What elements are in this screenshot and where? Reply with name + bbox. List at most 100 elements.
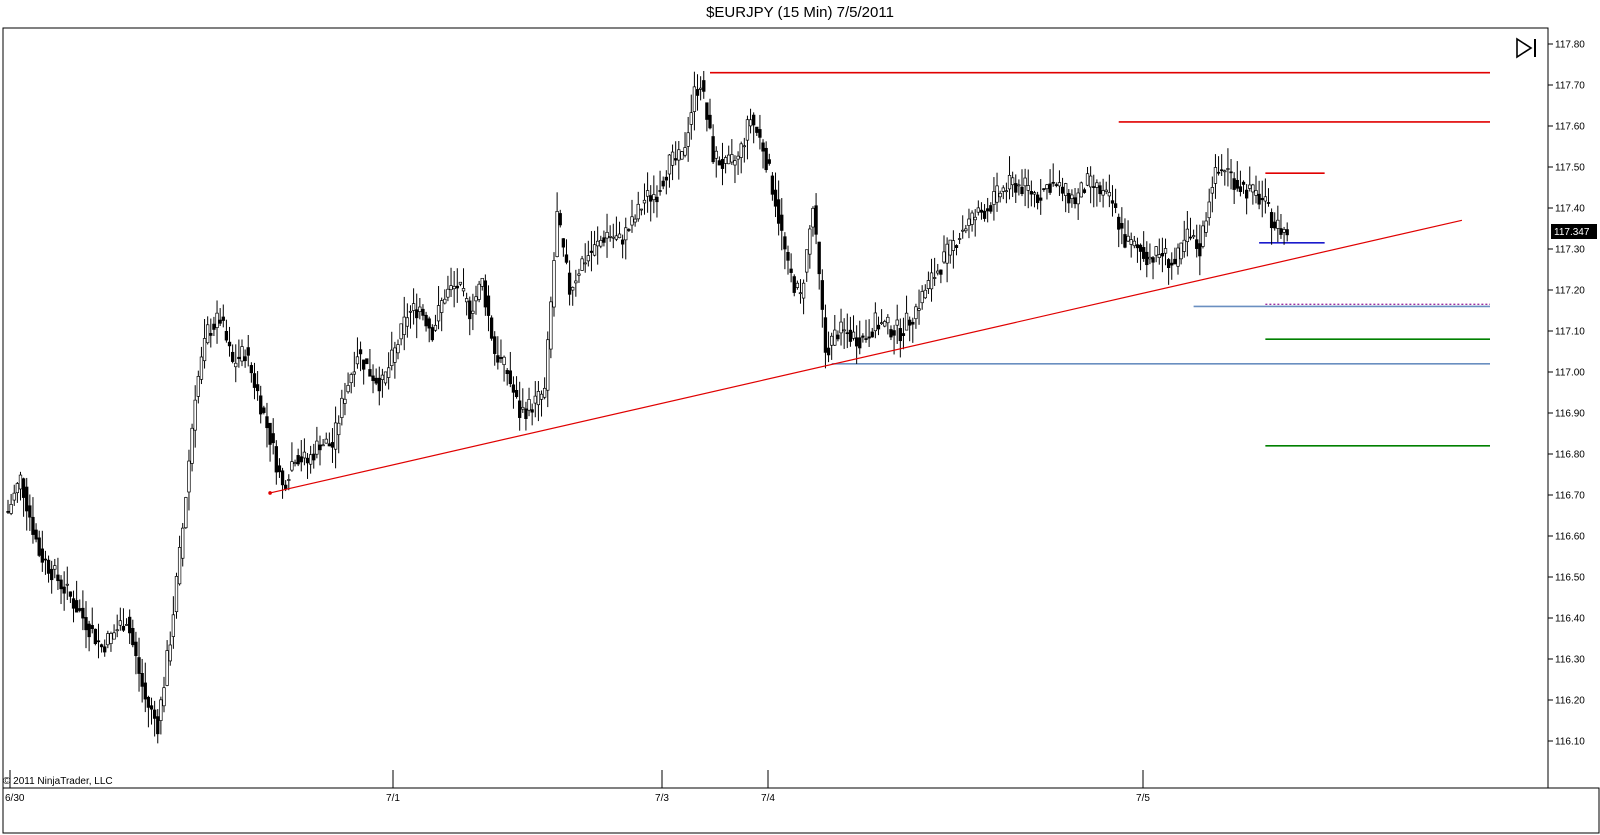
copyright-text: © 2011 NinjaTrader, LLC <box>3 776 113 787</box>
candle-body <box>1067 193 1071 204</box>
candle <box>255 371 260 401</box>
candle <box>1085 166 1090 187</box>
candle-body <box>446 288 450 298</box>
candle <box>1173 247 1177 265</box>
candle-body <box>970 212 974 225</box>
candle <box>277 458 282 478</box>
candle <box>174 572 179 619</box>
candle <box>836 330 840 342</box>
candle <box>911 317 915 343</box>
candle <box>580 255 584 272</box>
candle-body <box>128 616 132 634</box>
candle-body <box>206 324 210 344</box>
candle <box>446 275 450 302</box>
candle <box>533 381 537 418</box>
candle <box>430 324 434 342</box>
candle <box>1220 154 1224 176</box>
candle-body <box>639 208 644 211</box>
candle-body <box>792 276 796 293</box>
candle <box>839 308 843 346</box>
candle <box>711 124 715 164</box>
candle <box>848 316 853 347</box>
candle-body <box>365 358 369 365</box>
y-tick-label: 117.40 <box>1555 204 1585 215</box>
candle <box>1210 176 1214 213</box>
candle <box>496 336 500 370</box>
candle <box>393 341 397 379</box>
candle <box>583 243 587 273</box>
candle-body <box>1244 189 1249 199</box>
candle-body <box>789 268 793 273</box>
candle <box>783 232 787 270</box>
candle-body <box>1110 200 1115 204</box>
trendline-layer <box>268 219 1463 495</box>
candle-body <box>377 377 381 392</box>
candle-body <box>1101 190 1105 196</box>
candle <box>433 314 438 332</box>
candle-body <box>1142 247 1146 259</box>
candle <box>814 193 818 245</box>
candle <box>1045 183 1049 200</box>
candle-body <box>1248 184 1252 189</box>
candle <box>1064 182 1068 213</box>
candle-body <box>1269 212 1274 229</box>
candle-body <box>31 516 35 535</box>
candle-body <box>131 627 135 646</box>
candle <box>246 334 250 367</box>
candle <box>315 426 319 459</box>
candle <box>12 484 16 506</box>
skip-to-end-icon[interactable] <box>1516 37 1536 59</box>
candle <box>243 349 247 368</box>
candle-body <box>895 319 899 326</box>
candle-body <box>358 349 363 355</box>
candle-body <box>1014 183 1018 193</box>
y-tick-label: 116.40 <box>1555 614 1585 625</box>
price-axis: 117.80 117.70 117.60 117.50 117.40 117.30 117.… <box>1548 40 1585 748</box>
candle <box>1092 174 1096 208</box>
candle <box>262 405 266 415</box>
candle <box>59 575 63 605</box>
candle <box>789 253 793 283</box>
candle-body <box>312 453 316 461</box>
candle <box>798 279 803 304</box>
candle-body <box>705 102 709 120</box>
candle <box>514 376 519 399</box>
candle <box>1095 179 1099 207</box>
candle-body <box>1085 173 1090 186</box>
candle-body <box>773 189 778 207</box>
candle-body <box>973 216 977 221</box>
candle-body <box>867 336 871 339</box>
x-tick-label: 6/30 <box>5 793 25 804</box>
candle <box>206 316 210 345</box>
candle-body <box>59 579 63 590</box>
candle-body <box>617 233 622 239</box>
candle-body <box>677 149 681 161</box>
candle-body <box>1179 242 1183 260</box>
candle <box>1132 235 1136 249</box>
candle-body <box>674 158 678 161</box>
candle-body <box>34 529 38 540</box>
candle <box>736 151 740 175</box>
candle <box>617 221 622 239</box>
candle <box>234 344 238 383</box>
candle <box>524 401 528 431</box>
candle-body <box>480 277 484 287</box>
candle <box>561 238 566 257</box>
candle-body <box>1257 193 1261 205</box>
candle <box>1017 179 1021 196</box>
candle <box>1170 252 1174 280</box>
candle <box>1123 218 1127 249</box>
candle <box>327 432 332 447</box>
candle-body <box>764 147 768 171</box>
candle <box>1182 220 1186 258</box>
candle-body <box>112 632 116 640</box>
candle <box>71 590 76 623</box>
candle-body <box>627 229 631 231</box>
candle <box>396 339 400 360</box>
candle-body <box>327 443 332 447</box>
candle <box>271 418 275 455</box>
candle-body <box>1176 247 1180 267</box>
candle <box>1151 256 1155 280</box>
candle <box>405 303 410 338</box>
